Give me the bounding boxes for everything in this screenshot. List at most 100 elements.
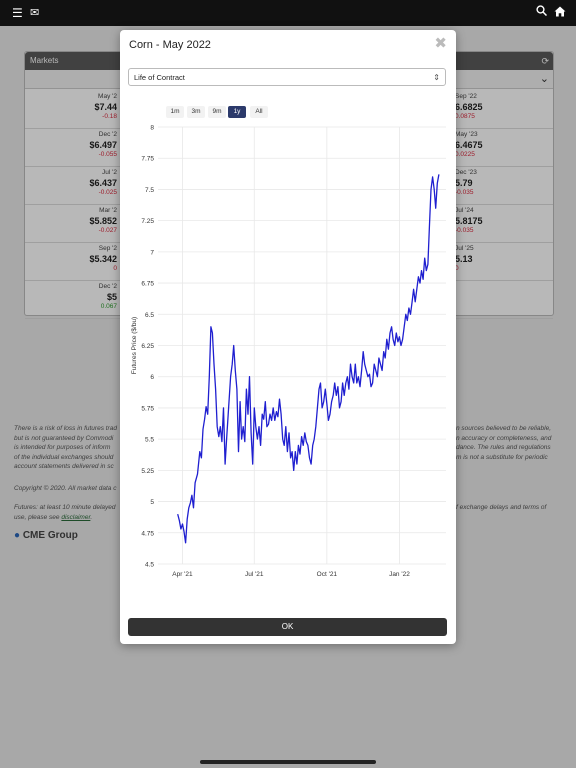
contract-price: 5.79 <box>455 178 473 188</box>
range-button-1m[interactable]: 1m <box>166 106 184 118</box>
y-tick-label: 7.25 <box>141 218 154 225</box>
select-value: Life of Contract <box>134 73 185 82</box>
contract-change: -0.027 <box>98 227 117 234</box>
contract-price: $6.497 <box>89 140 117 150</box>
range-button-1y[interactable]: 1y <box>228 106 246 118</box>
market-cell[interactable]: Jul '24 5.8175 -0.035 <box>455 206 547 236</box>
range-button-3m[interactable]: 3m <box>187 106 205 118</box>
market-cell[interactable]: Dec '2 $5 0.067 <box>25 282 117 312</box>
contract-month: Mar '2 <box>99 207 117 214</box>
contract-month: May '23 <box>455 131 478 138</box>
disclaimer-line-2: but is not guaranteed by Commodi <box>14 434 114 442</box>
y-tick-label: 6.75 <box>141 281 154 288</box>
home-indicator <box>200 760 376 764</box>
refresh-icon[interactable]: ⟳ <box>541 56 549 66</box>
contract-price: $5 <box>106 292 117 302</box>
y-tick-label: 4.5 <box>145 562 154 569</box>
ok-button[interactable]: OK <box>128 618 447 636</box>
contract-range-select[interactable]: Life of Contract ⇕ <box>128 68 446 86</box>
y-tick-label: 7 <box>150 249 154 256</box>
range-button-all[interactable]: All <box>250 106 268 118</box>
contract-month: Jul '2 <box>102 169 117 176</box>
select-arrows-icon: ⇕ <box>433 73 440 82</box>
copyright-text: Copyright © 2020. All market data c <box>14 485 117 492</box>
disclaimer-line-3-rest: dance. The rules and regulations <box>456 444 551 451</box>
market-cell[interactable]: Jul '25 5.13 0 <box>455 244 547 274</box>
y-tick-label: 6 <box>150 374 154 381</box>
x-tick-label: Oct '21 <box>317 571 338 578</box>
modal-title: Corn - May 2022 <box>129 39 211 51</box>
contract-month: Jul '25 <box>455 245 474 252</box>
market-cell[interactable]: Jul '2 $6.437 -0.025 <box>25 168 117 198</box>
close-icon[interactable]: ✖ <box>434 35 447 52</box>
y-tick-label: 5.5 <box>145 437 154 444</box>
contract-price: $5.342 <box>89 254 117 264</box>
disclaimer-line-4-rest: m is not a substitute for periodic <box>456 453 548 461</box>
range-button-9m[interactable]: 9m <box>208 106 226 118</box>
disclaimer-link[interactable]: disclaimer <box>61 513 91 521</box>
disclaimer-line-3: is intended for purposes of inform <box>14 444 111 451</box>
contract-change: 0 <box>455 265 459 272</box>
y-axis-label: Futures Price ($/bu) <box>131 317 138 374</box>
contract-price: 6.6825 <box>455 102 483 112</box>
market-cell[interactable]: Mar '2 $5.852 -0.027 <box>25 206 117 236</box>
price-chart: 4.5 4.75 5 5.25 5.5 5.75 6 6.25 6.5 6.75 7 7.25 7.5 7… <box>131 125 446 578</box>
contract-change: 0 <box>113 265 117 272</box>
mail-icon[interactable]: ✉ <box>30 7 40 19</box>
contract-month: Sep '2 <box>98 245 117 252</box>
brand-name: CME Group <box>22 530 78 541</box>
disclaimer-line-4: of the individual exchanges should <box>14 453 114 461</box>
x-tick-label: Apr '21 <box>172 571 193 578</box>
y-tick-label: 4.75 <box>141 530 154 537</box>
contract-change: 0.0875 <box>455 113 475 120</box>
contract-price: $5.852 <box>89 216 117 226</box>
x-tick-label: Jul '21 <box>245 571 264 578</box>
top-bar: ☰ ✉ <box>0 0 576 26</box>
contract-change: 0.0225 <box>455 151 475 158</box>
contract-change: -0.035 <box>455 189 474 196</box>
disclaimer-line-2-rest: n accuracy or completeness, and <box>456 434 552 442</box>
disclaimer-line-1: There is a risk of loss in futures trad <box>14 425 117 432</box>
contract-price: 6.4675 <box>455 140 483 150</box>
market-cell[interactable]: Sep '22 6.6825 0.0875 <box>455 92 547 122</box>
contract-price: 5.13 <box>455 254 473 264</box>
market-cell[interactable]: Sep '2 $5.342 0 <box>25 244 117 274</box>
market-cell[interactable]: May '2 $7.44 -0.18 <box>25 92 117 122</box>
chart-modal: Corn - May 2022 ✖ Life of Contract ⇕ 1m 3… <box>120 30 456 644</box>
y-tick-label: 5.25 <box>141 468 154 475</box>
price-series-line <box>177 174 440 544</box>
y-tick-label: 6.25 <box>141 343 154 350</box>
y-tick-label: 5.75 <box>141 405 154 412</box>
contract-change: -0.055 <box>98 151 117 158</box>
disclaimer-line-1-rest: n sources believed to be reliable, <box>456 425 552 432</box>
contract-month: Sep '22 <box>455 93 477 100</box>
market-cell[interactable]: Dec '23 5.79 -0.035 <box>455 168 547 198</box>
markets-title: Markets <box>30 56 59 65</box>
futures-note-line: Futures: at least 10 minute delayed <box>14 504 116 511</box>
contract-change: -0.18 <box>102 113 117 120</box>
contract-change: 0.067 <box>100 303 117 310</box>
contract-price: 5.8175 <box>455 216 483 226</box>
market-cell[interactable]: Dec '2 $6.497 -0.055 <box>25 130 117 160</box>
x-tick-label: Jan '22 <box>389 571 410 578</box>
y-tick-label: 5 <box>150 499 154 506</box>
contract-price: $6.437 <box>89 178 117 188</box>
hamburger-icon[interactable]: ☰ <box>12 6 23 20</box>
y-tick-label: 8 <box>150 125 154 132</box>
contract-change: -0.025 <box>98 189 117 196</box>
contract-month: May '2 <box>98 93 117 100</box>
contract-month: Jul '24 <box>455 207 474 214</box>
market-cell[interactable]: May '23 6.4675 0.0225 <box>455 130 547 160</box>
disclaimer-text: There is a risk of loss in futures trad n… <box>14 424 562 472</box>
futures-note: Futures: at least 10 minute delayed f exc… <box>14 504 547 521</box>
chevron-down-icon[interactable]: ⌄ <box>539 73 549 85</box>
cme-logo: ● CME Group <box>14 530 78 541</box>
home-icon[interactable] <box>554 5 566 21</box>
contract-month: Dec '23 <box>455 169 477 176</box>
y-tick-label: 7.75 <box>141 156 154 163</box>
contract-month: Dec '2 <box>98 283 117 290</box>
y-tick-label: 6.5 <box>145 312 154 319</box>
contract-price: $7.44 <box>94 102 117 112</box>
y-tick-label: 7.5 <box>145 187 154 194</box>
search-icon[interactable] <box>536 5 548 21</box>
